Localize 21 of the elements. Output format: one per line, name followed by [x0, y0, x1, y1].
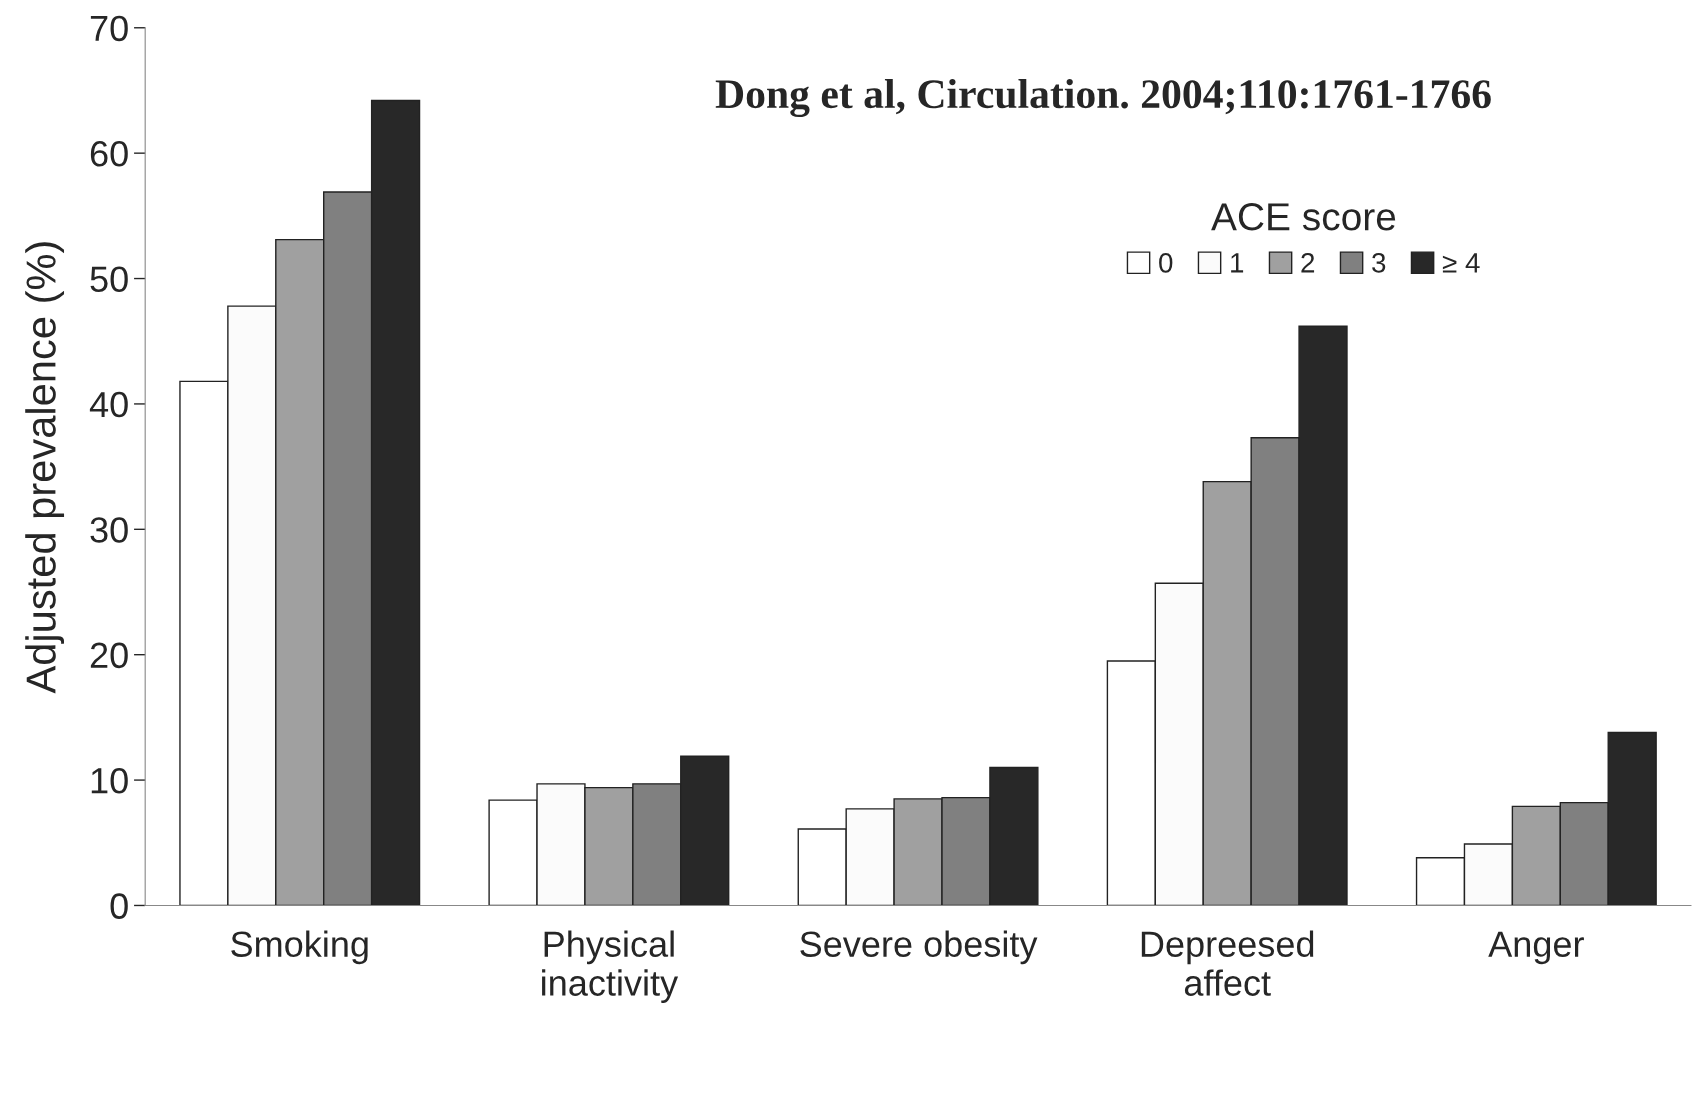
y-tick-label: 30: [90, 517, 128, 543]
y-tick-label: 0: [110, 893, 128, 919]
y-tick-label: 70: [90, 15, 128, 42]
legend-label: 2: [1301, 253, 1315, 273]
legend-label: 0: [1159, 253, 1173, 273]
annotation: Dong et al, Circulation. 2004;110:1761-1766: [715, 78, 1491, 118]
x-tick-label: Smoking: [231, 930, 368, 965]
legend-label: 3: [1372, 253, 1386, 273]
legend-label: 1: [1231, 253, 1244, 273]
legend-label: ≥ 4: [1442, 253, 1480, 273]
y-axis-title: Adjusted prevalence (%): [25, 242, 65, 694]
x-tick-label: Anger: [1488, 931, 1584, 965]
y-tick-label: 10: [91, 767, 128, 794]
x-tick-label: Severe obesity: [800, 930, 1038, 965]
y-tick-label: 40: [89, 391, 128, 418]
y-tick-label: 20: [90, 642, 128, 669]
legend-title: ACE score: [1211, 203, 1396, 231]
x-tick-label: Depreesed affect: [1141, 930, 1314, 996]
x-tick-label: Physical inactivity: [542, 930, 679, 1004]
y-tick-label: 60: [90, 141, 128, 167]
y-tick-label: 50: [90, 266, 128, 292]
